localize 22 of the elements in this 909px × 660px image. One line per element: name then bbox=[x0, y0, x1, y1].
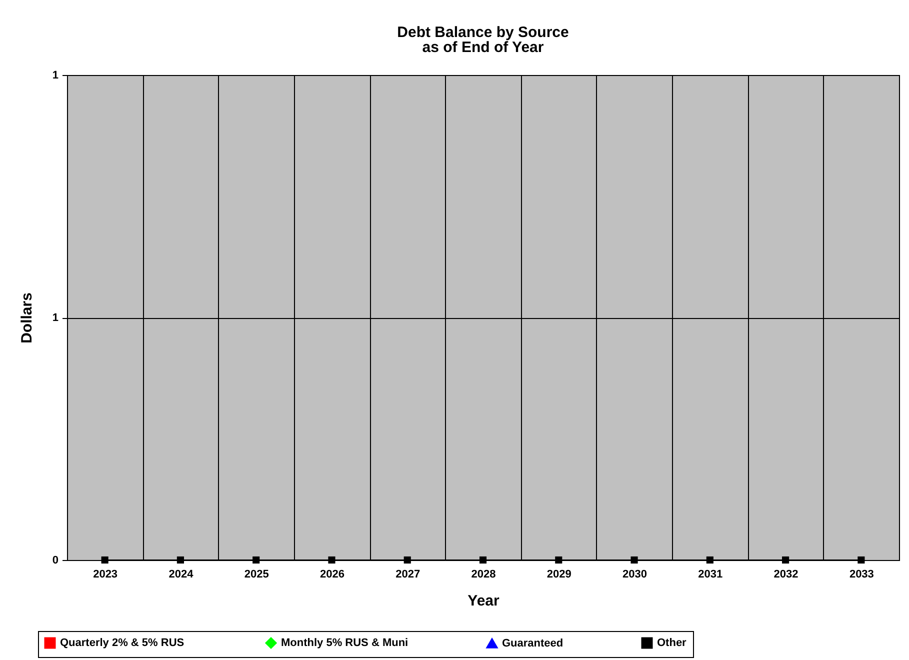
legend-label: Monthly 5% RUS & Muni bbox=[281, 637, 408, 649]
legend-label: Quarterly 2% & 5% RUS bbox=[60, 637, 184, 649]
chart-title: Debt Balance by Source bbox=[397, 24, 569, 41]
x-tick-label: 2028 bbox=[471, 568, 496, 580]
chart-subtitle: as of End of Year bbox=[422, 39, 544, 56]
x-tick-label: 2027 bbox=[396, 568, 420, 580]
x-tick-label: 2029 bbox=[546, 568, 572, 580]
x-tick-label: 2026 bbox=[320, 568, 344, 580]
y-tick-label: 0 bbox=[52, 554, 58, 566]
x-tick-label: 2025 bbox=[244, 568, 269, 580]
x-tick-label: 2033 bbox=[849, 568, 874, 580]
y-axis-title: Dollars bbox=[18, 292, 36, 344]
y-tick-label: 1 bbox=[52, 70, 58, 82]
legend-label: Guaranteed bbox=[502, 637, 564, 650]
x-tick-label: 2023 bbox=[93, 568, 118, 580]
x-axis-title: Year bbox=[468, 592, 500, 610]
x-tick-label: 2030 bbox=[622, 568, 648, 580]
legend-label: Other bbox=[657, 637, 688, 649]
x-tick-label: 2032 bbox=[774, 568, 798, 580]
x-tick-label: 2031 bbox=[698, 568, 723, 580]
x-tick-label: 2024 bbox=[168, 568, 194, 580]
y-tick-label: 1 bbox=[52, 312, 58, 324]
